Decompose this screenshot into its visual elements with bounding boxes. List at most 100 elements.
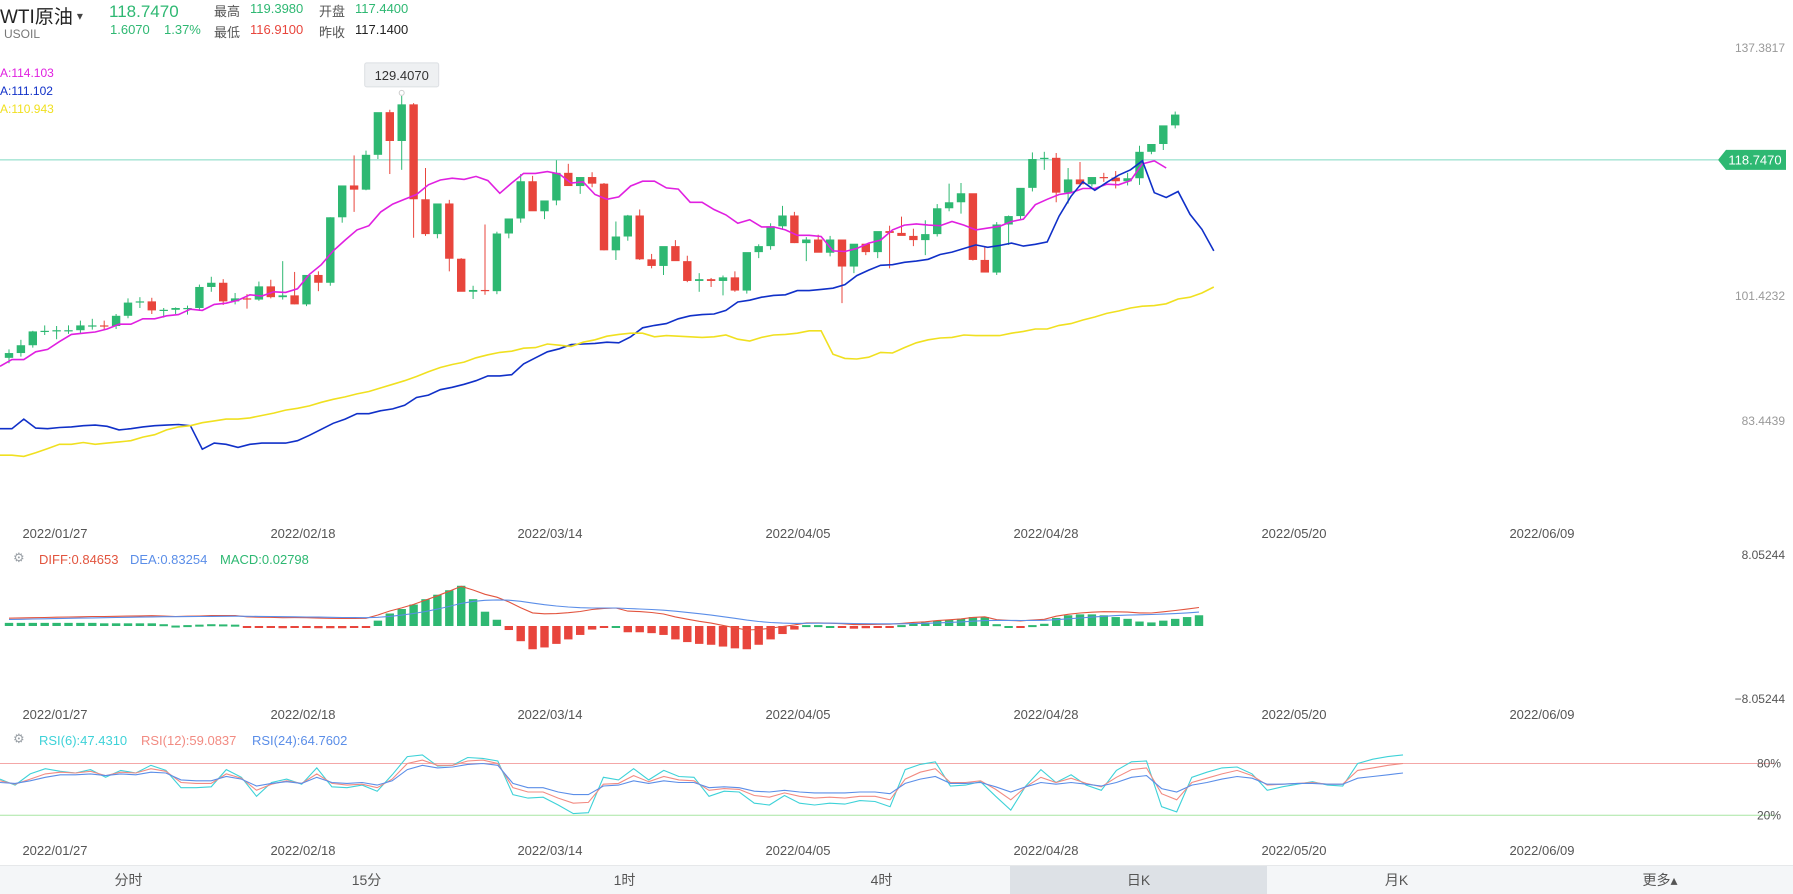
macd-bar [1194, 615, 1204, 626]
candle-body [1171, 114, 1180, 126]
macd-bar [921, 622, 930, 626]
symbol-name: WTI原油 [0, 7, 73, 28]
candle-body [754, 246, 763, 253]
candle-body [111, 315, 121, 327]
candle-body [135, 301, 145, 303]
last-price-tag-label: 118.7470 [1728, 152, 1781, 167]
tab-monthly[interactable]: 月K [1384, 872, 1409, 888]
macd-chart: 8.05244 −8.05244 2022/01/27 2022/02/18 2022/… [4, 548, 1786, 722]
macd-settings-icon[interactable]: ⚙ [13, 550, 25, 565]
candle-body [290, 295, 299, 305]
macd-bar [1135, 621, 1144, 626]
macd-bar [123, 623, 133, 626]
candle-body [552, 172, 561, 201]
macd-bar [492, 619, 502, 626]
more-button[interactable]: 更多▴ [1642, 872, 1678, 888]
macd-bar [326, 626, 335, 629]
macd-bar [742, 626, 751, 650]
macd-bar [504, 626, 513, 631]
macd-bar [790, 626, 799, 630]
candle-body [492, 233, 502, 292]
macd-bar [516, 626, 525, 642]
x-tick-label: 2022/02/18 [270, 843, 335, 858]
x-tick-label: 2022/04/05 [765, 707, 830, 722]
price-change-percent: 1.37% [164, 22, 201, 37]
x-tick-label: 2022/04/28 [1013, 843, 1078, 858]
candle-body [683, 261, 692, 281]
candle-body [445, 203, 454, 259]
macd-bar [445, 590, 454, 626]
tab-4hour[interactable]: 4时 [870, 872, 893, 888]
candle-body [849, 243, 859, 267]
tab-timeshare[interactable]: 分时 [114, 872, 143, 888]
y-tick-label: −8.05244 [1735, 692, 1786, 706]
candle-body [254, 286, 264, 300]
max-price-label: 129.4070 [375, 68, 429, 83]
candle-body [944, 202, 954, 209]
tab-daily[interactable]: 日K [1010, 866, 1267, 894]
x-tick-label: 2022/06/09 [1509, 843, 1574, 858]
macd-bar [730, 626, 740, 649]
macd-bar [754, 626, 763, 645]
macd-bar [480, 611, 490, 626]
candle-body [40, 330, 49, 333]
macd-bar [623, 626, 632, 633]
macd-value-legend: MACD:0.02798 [220, 552, 309, 567]
macd-bar [111, 623, 121, 626]
macd-bar [397, 609, 406, 626]
ma-legend-1: A:114.103 [0, 66, 54, 80]
macd-bar [40, 622, 49, 626]
tab-1hour[interactable]: 1时 [613, 872, 636, 888]
candle-body [1063, 179, 1073, 193]
macd-bar [1028, 625, 1037, 628]
macd-bar [611, 626, 621, 628]
candle-body [421, 199, 430, 235]
rsi12-legend: RSI(12):59.0837 [141, 733, 237, 748]
ma-line [0, 286, 1215, 458]
macd-bar [873, 626, 882, 628]
tab-15min[interactable]: 15分 [351, 872, 382, 888]
low-value: 116.9100 [250, 22, 304, 37]
macd-bar [528, 626, 537, 650]
macd-bar [100, 623, 109, 626]
candle-body [1075, 179, 1085, 185]
macd-bar [1147, 622, 1156, 626]
candle-body [1004, 216, 1013, 225]
macd-bar [1052, 617, 1061, 626]
macd-bar [88, 622, 97, 626]
rsi24-legend: RSI(24):64.7602 [252, 733, 348, 748]
candle-body [16, 345, 26, 354]
candle-body [100, 325, 109, 327]
macd-bar [1004, 626, 1013, 628]
x-tick-label: 2022/06/09 [1509, 526, 1574, 541]
macd-bar [314, 626, 323, 629]
candle-body [1087, 177, 1097, 185]
prev-close-value: 117.1400 [355, 22, 409, 37]
candle-body [599, 183, 609, 251]
macd-bar [1123, 618, 1132, 626]
candle-body [587, 177, 597, 184]
candle-body [647, 259, 656, 266]
x-tick-label: 2022/06/09 [1509, 707, 1574, 722]
candle-body [219, 282, 228, 302]
macd-bar [183, 625, 192, 628]
candle-body [385, 112, 394, 141]
candle-body [956, 193, 966, 203]
macd-bar [219, 624, 228, 627]
max-price-marker [398, 89, 405, 96]
rsi-settings-icon[interactable]: ⚙ [13, 731, 25, 746]
candle-body [230, 298, 240, 302]
macd-bar [1040, 623, 1049, 626]
x-tick-label: 2022/05/20 [1261, 843, 1326, 858]
symbol-code: USOIL [4, 27, 41, 41]
candle-body [242, 298, 252, 300]
macd-bar [195, 624, 204, 627]
chart-area[interactable]: 137.3817 101.4232 83.4439 2022/01/27 2022/02… [0, 0, 1793, 865]
candle-body [266, 286, 275, 298]
macd-bar [980, 617, 989, 626]
candle-body [671, 246, 680, 262]
y-tick-label: 101.4232 [1735, 289, 1785, 303]
macd-bar [278, 626, 287, 629]
symbol-selector[interactable]: WTI原油 ▾ [0, 2, 83, 29]
candle-body [171, 307, 180, 310]
